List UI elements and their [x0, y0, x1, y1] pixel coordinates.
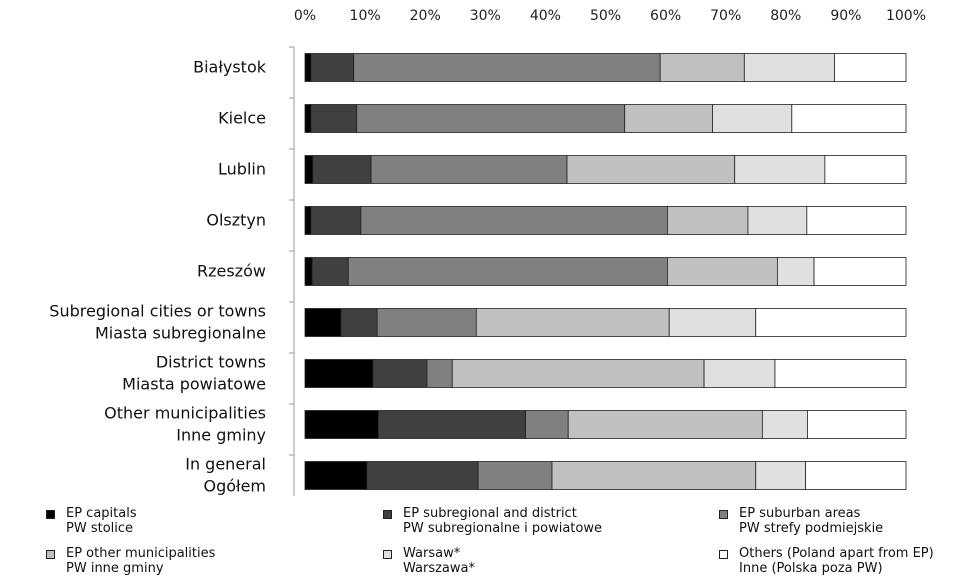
bar-segment [824, 155, 907, 184]
bar-segment [310, 53, 355, 82]
bar-segment [477, 461, 553, 490]
x-tick-label: 90% [830, 8, 861, 24]
bar-segment [525, 410, 569, 439]
bar-segment [805, 461, 907, 490]
category-label: Białystok [193, 58, 267, 77]
bar-segment [372, 359, 428, 388]
legend-swatch [46, 550, 55, 559]
bar-segment [566, 155, 736, 184]
bar-segment [310, 104, 358, 133]
bar-segment [304, 359, 374, 388]
bar-segment [659, 53, 745, 82]
bar-segment [551, 461, 757, 490]
bar-segment [743, 53, 835, 82]
bar-segment [304, 410, 379, 439]
bar-segment [304, 155, 314, 184]
bar-segment [347, 257, 668, 286]
bar-segment [734, 155, 826, 184]
bar-segment [776, 257, 815, 286]
bar-segment [426, 359, 453, 388]
chart-legend: EP capitals PW stolice EP subregional and … [0, 496, 969, 587]
bar-segment [667, 257, 778, 286]
x-tick-label: 40% [530, 8, 561, 24]
bar-segment [310, 206, 362, 235]
legend-swatch [46, 510, 55, 519]
bar-segment [668, 308, 757, 337]
bar-segment [353, 53, 661, 82]
stacked-bar-chart: 0% 10% 20% 30% 40% 50% 60% 70% 80% 90% 100% Białyst… [49, 8, 926, 496]
bar-segment [360, 206, 668, 235]
x-tick-label: 0% [294, 8, 316, 24]
bar-segment [761, 410, 808, 439]
bar-segment [703, 359, 776, 388]
x-tick-label: 50% [590, 8, 621, 24]
bar-segment [304, 53, 312, 82]
x-tick-label: 10% [350, 8, 381, 24]
bar-segment [834, 53, 907, 82]
category-label: Rzeszów [197, 262, 266, 281]
legend-label: EP other municipalities PW inne gminy [66, 546, 216, 576]
bar-segment [370, 155, 568, 184]
bar-segment [807, 410, 907, 439]
legend-label: EP capitals PW stolice [66, 506, 137, 536]
bar-segment [356, 104, 626, 133]
bar-segment [376, 308, 477, 337]
category-label: Lublin [218, 160, 266, 179]
bar-segment [312, 155, 372, 184]
bar-segment [377, 410, 526, 439]
legend-label: EP subregional and district PW subregiona… [403, 506, 602, 536]
bar-segment [304, 461, 368, 490]
bar-segment [366, 461, 479, 490]
bar-segment [755, 308, 907, 337]
category-label: Inne gminy [176, 426, 266, 445]
x-tick-label: 100% [886, 8, 926, 24]
bar-segment [806, 206, 907, 235]
bar-segment [791, 104, 907, 133]
x-tick-label: 60% [650, 8, 681, 24]
x-tick-label: 80% [770, 8, 801, 24]
x-tick-label: 70% [710, 8, 741, 24]
bar-segment [567, 410, 763, 439]
category-label: Miasta subregionalne [95, 324, 266, 343]
category-label: In general [185, 455, 266, 474]
bar-segment [712, 104, 793, 133]
legend-label: EP suburban areas PW strefy podmiejskie [739, 506, 884, 536]
category-label: Other municipalities [104, 404, 266, 423]
bar-segment [451, 359, 705, 388]
legend-swatch [383, 550, 392, 559]
category-label: Miasta powiatowe [122, 375, 266, 394]
bar-segment [755, 461, 807, 490]
legend-swatch [719, 510, 728, 519]
bar-segment [304, 257, 313, 286]
category-label: Olsztyn [206, 211, 266, 230]
category-label: District towns [156, 353, 266, 372]
legend-swatch [719, 550, 728, 559]
legend-label: Others (Poland apart from EP) Inne (Polsk… [739, 546, 934, 576]
x-tick-label: 30% [470, 8, 501, 24]
bar-segment [304, 104, 312, 133]
bar-segment [304, 308, 342, 337]
category-label: Ogółem [203, 477, 266, 496]
bar-segment [340, 308, 378, 337]
category-label: Kielce [218, 109, 266, 128]
bar-segment [475, 308, 670, 337]
bar-segment [311, 257, 349, 286]
category-label: Subregional cities or towns [49, 302, 266, 321]
x-tick-label: 20% [410, 8, 441, 24]
bar-segment [624, 104, 713, 133]
bar-segment [667, 206, 749, 235]
legend-swatch [383, 510, 392, 519]
bar-segment [774, 359, 907, 388]
bar-segment [813, 257, 907, 286]
bar-segment [747, 206, 808, 235]
legend-label: Warsaw* Warszawa* [403, 546, 475, 576]
bar-segment [304, 206, 312, 235]
